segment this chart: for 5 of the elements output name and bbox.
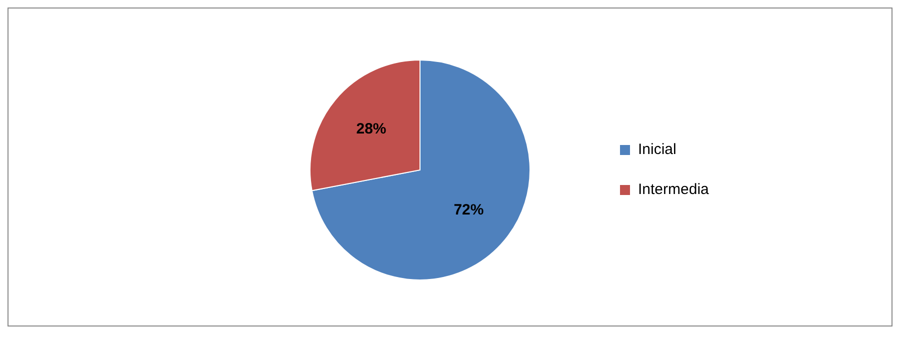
legend-label: Intermedia [638, 180, 710, 198]
legend-label: Inicial [638, 140, 676, 158]
pie-slice [311, 60, 530, 280]
data-label: 28% [356, 120, 386, 138]
data-label: 72% [454, 201, 484, 218]
